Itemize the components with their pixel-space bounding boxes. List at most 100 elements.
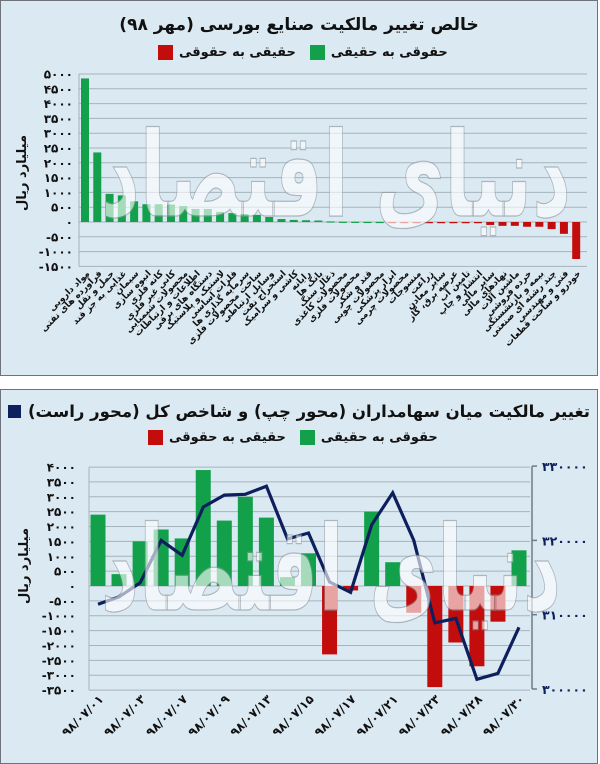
svg-text:۵۰۰: ۵۰۰ <box>51 201 73 215</box>
svg-text:۳۱۰۰۰۰: ۳۱۰۰۰۰ <box>542 608 588 623</box>
svg-text:۲۵۰۰: ۲۵۰۰ <box>44 142 73 156</box>
bar <box>511 550 527 586</box>
bar <box>240 214 249 222</box>
bar <box>406 586 422 613</box>
bar <box>424 222 433 224</box>
y-axis-title: میلیارد ریال <box>15 135 30 211</box>
red-swatch-icon <box>158 45 173 60</box>
bar <box>461 222 470 224</box>
bar <box>195 470 211 586</box>
svg-text:۹۸/۰۷/۲۳: ۹۸/۰۷/۲۳ <box>396 692 444 740</box>
svg-text:۳۰۰۰۰۰: ۳۰۰۰۰۰ <box>542 682 588 697</box>
bar <box>400 222 409 224</box>
bar <box>81 78 89 222</box>
bar <box>351 221 360 223</box>
legend-label: حقیقی به حقوقی <box>179 45 296 60</box>
y-axis-title: میلیارد ریال <box>17 528 32 604</box>
bar <box>469 586 485 667</box>
legend-item-positive: حقوقی به حقیقی <box>299 430 438 445</box>
svg-text:۹۸/۰۷/۱۳: ۹۸/۰۷/۱۳ <box>227 692 275 740</box>
bar <box>375 221 384 224</box>
bar <box>265 216 274 222</box>
svg-text:۲۵۰۰: ۲۵۰۰ <box>47 505 76 519</box>
svg-text:۵۰۰: ۵۰۰ <box>54 565 76 579</box>
industry-bar-chart: ۵۰۰۰۴۵۰۰۴۰۰۰۳۵۰۰۳۰۰۰۲۵۰۰۲۰۰۰۱۵۰۰۱۰۰۰۵۰۰۰… <box>15 68 587 349</box>
svg-text:۹۸/۰۷/۰۱: ۹۸/۰۷/۰۱ <box>59 692 106 739</box>
bar <box>142 204 151 222</box>
bar <box>449 222 458 224</box>
svg-text:۳۰۰۰: ۳۰۰۰ <box>47 490 76 504</box>
svg-text:۴۰۰۰: ۴۰۰۰ <box>44 97 73 111</box>
bar <box>322 586 338 655</box>
svg-text:۳۵۰۰: ۳۵۰۰ <box>44 112 73 126</box>
bar <box>510 222 519 226</box>
svg-text:۹۸/۰۷/۱۵: ۹۸/۰۷/۱۵ <box>269 692 316 739</box>
y-axis-labels: ۴۰۰۰۳۵۰۰۳۰۰۰۲۵۰۰۲۰۰۰۱۵۰۰۱۰۰۰۵۰۰۰-۵۰۰-۱۰۰… <box>42 461 76 698</box>
svg-text:۱۰۰۰: ۱۰۰۰ <box>44 186 73 200</box>
bar <box>117 195 126 222</box>
bar <box>572 222 581 259</box>
bars <box>81 78 581 259</box>
bar <box>216 211 225 222</box>
red-swatch-icon <box>148 430 163 445</box>
bar <box>314 220 323 222</box>
svg-text:-۱۰۰۰: -۱۰۰۰ <box>39 245 73 259</box>
bar <box>258 517 274 586</box>
svg-text:۰: ۰ <box>66 216 73 230</box>
svg-text:۹۸/۰۷/۰۹: ۹۸/۰۷/۰۹ <box>185 692 233 740</box>
bar <box>179 206 188 222</box>
legend-label: حقوقی به حقیقی <box>320 430 438 445</box>
legend-label: حقوقی به حقیقی <box>330 45 448 60</box>
bar <box>473 222 482 224</box>
svg-text:۲۰۰۰: ۲۰۰۰ <box>44 156 73 170</box>
watermark-logo: دنیای اقتصاد <box>100 499 561 638</box>
chart-title: تغییر مالکیت میان سهامداران (محور چپ) و … <box>28 402 590 421</box>
svg-text:۹۸/۰۷/۰۳: ۹۸/۰۷/۰۳ <box>101 692 149 740</box>
bar <box>228 213 237 222</box>
svg-text:۹۸/۰۷/۱۷: ۹۸/۰۷/۱۷ <box>312 692 360 740</box>
svg-text:-۱۵۰۰: -۱۵۰۰ <box>39 260 73 274</box>
bar <box>486 222 495 225</box>
svg-text:۹۸/۰۷/۲۸: ۹۸/۰۷/۲۸ <box>438 692 486 740</box>
chart-legend: حقیقی به حقوقی حقوقی به حقیقی <box>158 45 462 60</box>
bars <box>90 470 527 688</box>
x-axis-labels: ۹۸/۰۷/۰۱۹۸/۰۷/۰۳۹۸/۰۷/۰۷۹۸/۰۷/۰۹۹۸/۰۷/۱۳… <box>59 692 527 740</box>
watermark-logo: دنیای اقتصاد <box>100 105 571 244</box>
legend-item-negative: حقیقی به حقوقی <box>148 430 286 445</box>
bar <box>412 222 421 224</box>
bar <box>302 220 311 222</box>
svg-text:۳۲۰۰۰۰: ۳۲۰۰۰۰ <box>542 533 588 548</box>
ownership-index-combo-chart: ۴۰۰۰۳۵۰۰۳۰۰۰۲۵۰۰۲۰۰۰۱۵۰۰۱۰۰۰۵۰۰۰-۵۰۰-۱۰۰… <box>17 459 588 740</box>
bar <box>523 222 532 227</box>
legend-item-positive: حقوقی به حقیقی <box>309 45 448 60</box>
svg-text:-۱۵۰۰: -۱۵۰۰ <box>42 624 76 638</box>
svg-text:-۲۰۰۰: -۲۰۰۰ <box>42 639 76 653</box>
svg-text:۱۵۰۰: ۱۵۰۰ <box>47 535 76 549</box>
bar <box>279 577 295 586</box>
svg-text:-۵۰۰: -۵۰۰ <box>46 230 73 244</box>
chart-title: خالص تغییر مالکیت صنایع بورسی (مهر ۹۸) <box>119 15 479 35</box>
right-axis: ۳۳۰۰۰۰ ۳۲۰۰۰۰ ۳۱۰۰۰۰ ۳۰۰۰۰۰ <box>531 459 588 697</box>
industry-ownership-chart-panel: خالص تغییر مالکیت صنایع بورسی (مهر ۹۸) ح… <box>0 0 598 376</box>
bar <box>289 219 298 222</box>
bar <box>191 208 200 222</box>
svg-text:-۱۰۰۰: -۱۰۰۰ <box>42 609 76 623</box>
bar <box>326 221 335 223</box>
bar <box>277 219 286 222</box>
legend-item-negative: حقیقی به حقوقی <box>158 45 296 60</box>
bar <box>154 204 163 222</box>
bar <box>388 222 396 224</box>
green-swatch-icon <box>309 45 325 60</box>
svg-text:-۵۰۰: -۵۰۰ <box>49 594 76 608</box>
bar <box>535 222 544 227</box>
bar <box>363 221 372 224</box>
svg-text:-۳۰۰۰: -۳۰۰۰ <box>42 669 76 683</box>
bar <box>490 586 506 622</box>
svg-text:۹۸/۰۷/۳۰: ۹۸/۰۷/۳۰ <box>480 692 527 739</box>
bar <box>166 204 175 222</box>
bar <box>338 221 347 223</box>
ownership-index-chart-panel: تغییر مالکیت میان سهامداران (محور چپ) و … <box>0 389 598 764</box>
bar <box>90 514 106 586</box>
svg-text:دنیای اقتصاد: دنیای اقتصاد <box>101 106 571 244</box>
